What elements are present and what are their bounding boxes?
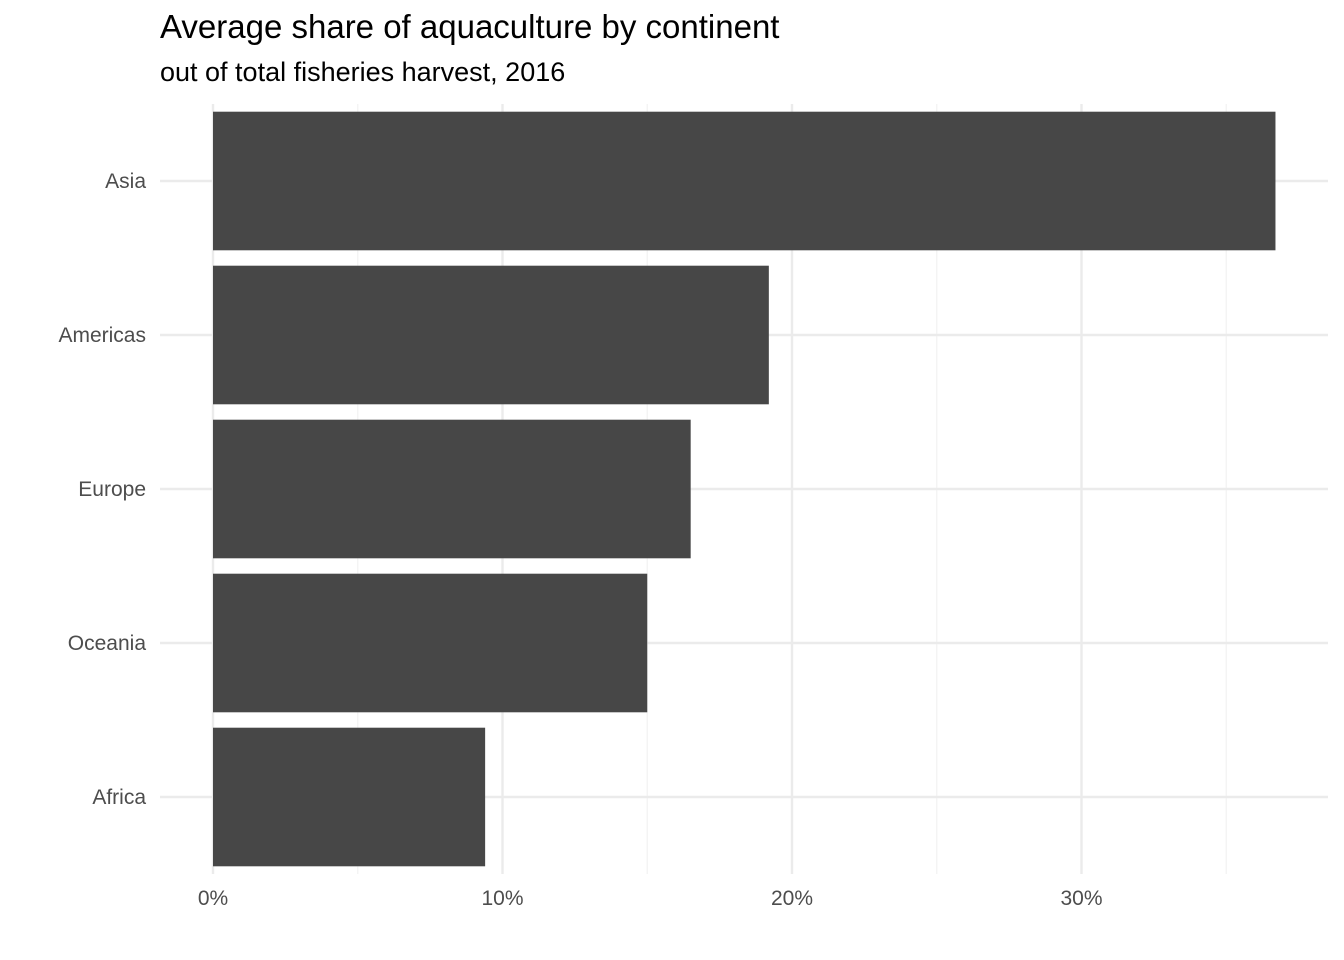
bars [213,111,1276,867]
y-tick-label: Asia [105,170,146,193]
x-tick-label: 20% [771,887,813,910]
x-tick-label: 0% [198,887,228,910]
chart-subtitle: out of total fisheries harvest, 2016 [160,57,566,87]
y-tick-label: Europe [78,478,146,501]
y-tick-label: Africa [92,786,146,809]
bar-africa [213,727,486,867]
y-axis-labels: Asia Americas Europe Oceania Africa [58,170,146,809]
y-tick-label: Oceania [68,632,147,655]
bar-americas [213,265,769,405]
bar-europe [213,419,691,559]
bar-oceania [213,573,648,713]
bar-asia [213,111,1276,251]
x-tick-label: 30% [1060,887,1102,910]
x-tick-label: 10% [481,887,523,910]
chart-title: Average share of aquaculture by continen… [160,8,780,45]
y-tick-label: Americas [58,324,146,347]
x-axis-labels: 0% 10% 20% 30% [198,887,1103,910]
